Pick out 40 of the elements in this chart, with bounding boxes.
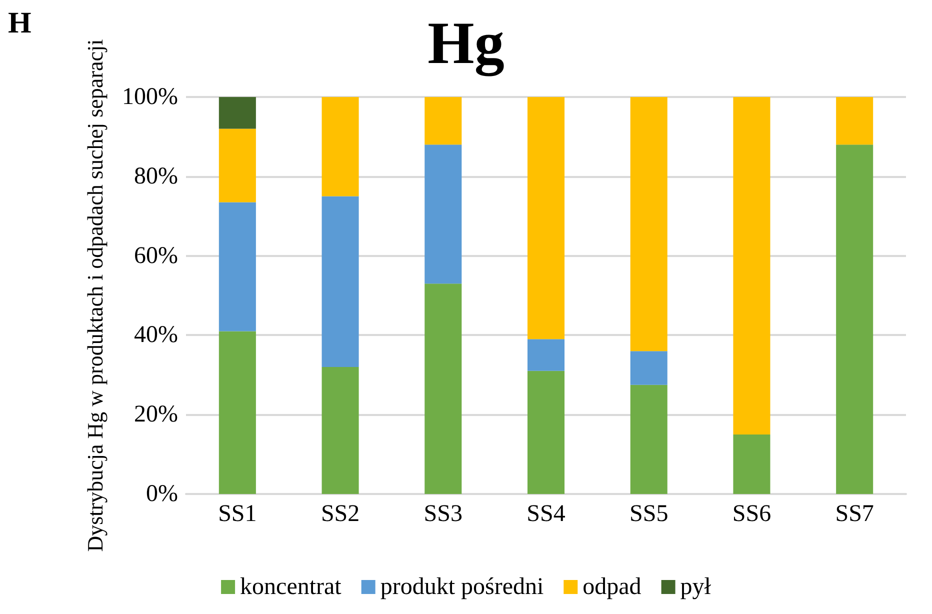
x-tick-label: SS4 [526,501,566,527]
bar [630,351,668,385]
bar [630,97,668,352]
bar [322,366,359,494]
x-tick-label: SS5 [630,501,668,527]
bar [630,384,668,494]
x-tick-label: SS3 [424,501,462,527]
bar [218,128,256,202]
y-tick-label: 60% [134,242,178,269]
bar [527,97,565,340]
bar [733,434,770,494]
x-tick-label: SS1 [218,501,257,527]
bar [218,331,256,494]
y-tick-label: 40% [134,322,178,348]
bar [527,339,565,371]
bar [218,202,256,332]
bar [322,196,359,367]
bar [836,97,874,145]
y-axis-title: Dystrybucja Hg w produktach i odpadach suchej separacji [82,39,108,552]
y-tick-label: 20% [134,402,178,428]
chart-title: Hg [428,10,504,77]
y-tick-label: 100% [122,84,178,110]
legend-label: koncentrat [240,574,342,600]
bar [424,144,462,284]
x-tick-label: SS6 [732,501,772,527]
legend-label: pył [680,574,712,600]
bar [733,97,770,434]
bar [218,97,256,129]
legend-label: odpad [582,574,642,600]
bar [527,370,565,494]
bar [836,144,874,494]
bar [424,97,462,145]
y-tick-label: 80% [134,163,178,190]
y-tick-label: 0% [146,481,178,507]
bar [322,97,359,196]
legend-label: produkt pośredni [380,574,544,600]
x-tick-label: SS2 [320,501,360,527]
x-tick-label: SS7 [835,501,874,527]
text: H [8,6,32,40]
bar [424,284,462,494]
